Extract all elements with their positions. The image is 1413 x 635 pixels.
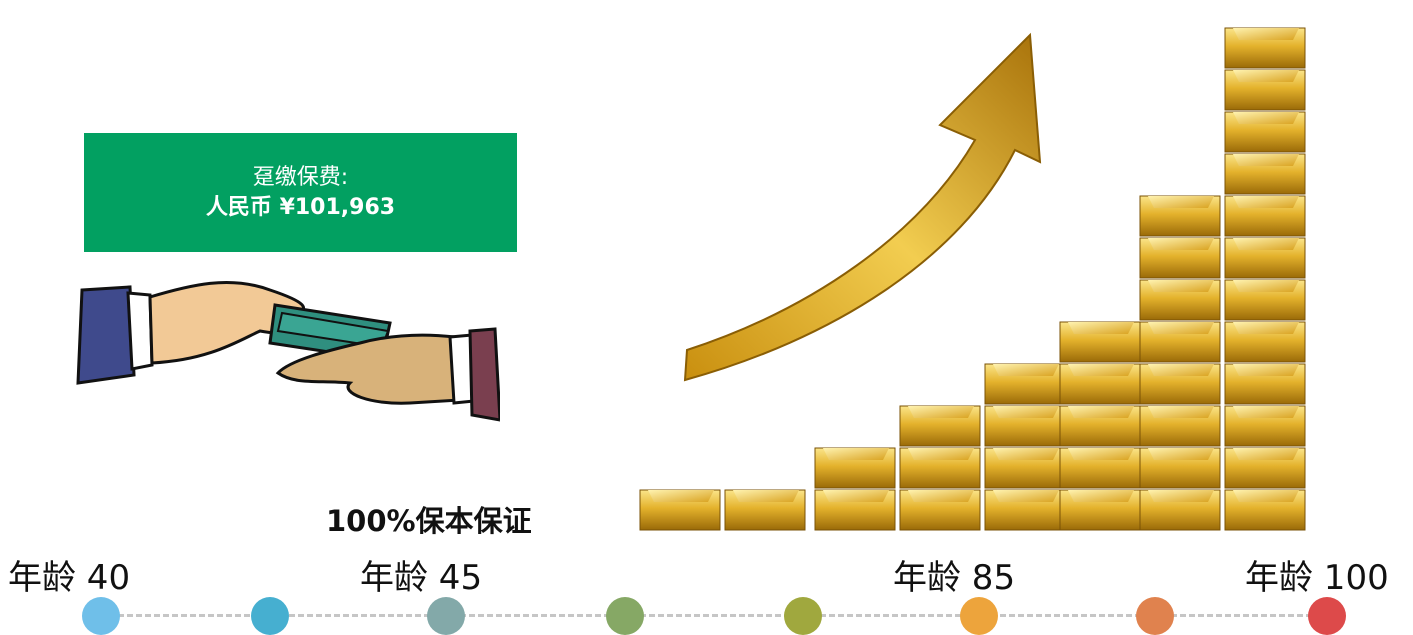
age-label-85: 年龄 85 [893, 558, 1016, 598]
age-label-40: 年龄 40 [8, 558, 131, 598]
gold-bar-highlight [1233, 280, 1299, 292]
gold-bar-highlight [1068, 406, 1134, 418]
gold-bar-highlight [1233, 70, 1299, 82]
gold-bar-highlight [1233, 28, 1299, 40]
gold-bar-highlight [1148, 406, 1214, 418]
gold-bar-highlight [1148, 196, 1214, 208]
gold-bar-highlight [1068, 364, 1134, 376]
gold-bar-highlight [1148, 490, 1214, 502]
gold-bar-highlight [823, 490, 889, 502]
timeline-line [100, 614, 1330, 617]
gold-bar-highlight [1233, 406, 1299, 418]
gold-bar-highlight [908, 406, 974, 418]
gold-bar-highlight [1148, 238, 1214, 250]
premium-label: 趸缴保费: [252, 164, 349, 190]
gold-bar-highlight [993, 406, 1059, 418]
guarantee-text: 100%保本保证 [326, 504, 532, 538]
gold-bar-highlight [1068, 322, 1134, 334]
timeline-dot [960, 597, 998, 635]
gold-bar-highlight [823, 448, 889, 460]
timeline-dot [1308, 597, 1346, 635]
gold-bar-highlight [1233, 322, 1299, 334]
gold-bar-highlight [1233, 196, 1299, 208]
gold-bar-highlight [993, 448, 1059, 460]
gold-bar-highlight [908, 448, 974, 460]
gold-bar-highlight [1068, 448, 1134, 460]
gold-bar-highlight [1233, 490, 1299, 502]
gold-bar-highlight [1233, 364, 1299, 376]
premium-box: 趸缴保费: 人民币 ¥101,963 [84, 133, 517, 252]
gold-bar-highlight [1233, 238, 1299, 250]
gold-bar-highlight [1233, 112, 1299, 124]
timeline-dot [427, 597, 465, 635]
gold-bar-highlight [1233, 154, 1299, 166]
timeline-dot [784, 597, 822, 635]
gold-bar-highlight [908, 490, 974, 502]
timeline-dot [82, 597, 120, 635]
gold-bar-highlight [648, 490, 714, 502]
gold-bar-highlight [1148, 448, 1214, 460]
timeline-dot [606, 597, 644, 635]
gold-bar-highlight [993, 364, 1059, 376]
gold-bar-highlight [1233, 448, 1299, 460]
gold-bar-highlight [1148, 364, 1214, 376]
gold-bar-highlight [1148, 322, 1214, 334]
age-label-45: 年龄 45 [360, 558, 483, 598]
timeline-dot [251, 597, 289, 635]
premium-amount: 人民币 ¥101,963 [205, 194, 396, 220]
timeline-dot [1136, 597, 1174, 635]
gold-bar-highlight [993, 490, 1059, 502]
age-label-100: 年龄 100 [1245, 558, 1389, 598]
gold-growth-illustration [639, 27, 1306, 531]
gold-bar-highlight [733, 490, 799, 502]
hands-money-illustration [76, 280, 500, 422]
gold-bar-highlight [1148, 280, 1214, 292]
gold-bar-highlight [1068, 490, 1134, 502]
